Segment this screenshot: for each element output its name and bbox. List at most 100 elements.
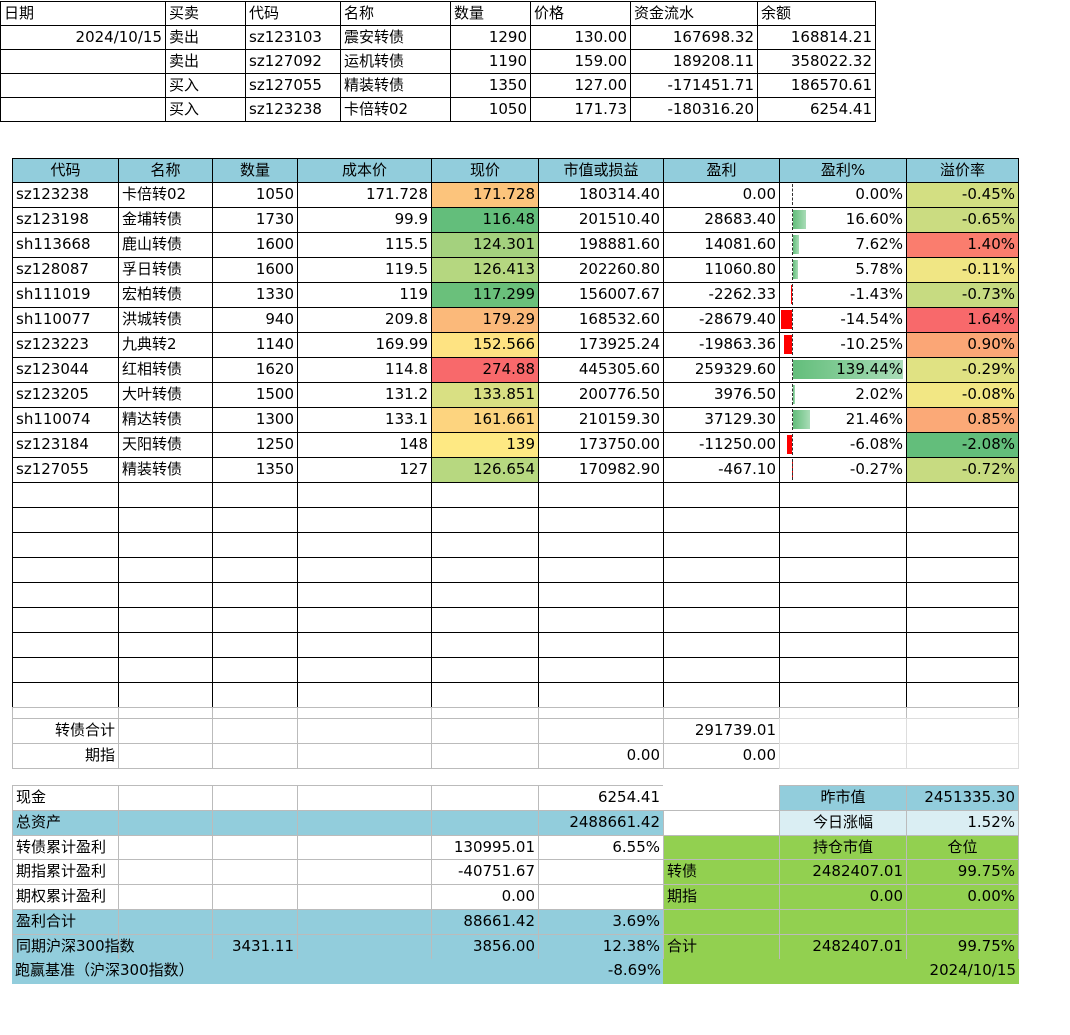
- cell: 卖出: [165, 25, 246, 50]
- cell-text: sz123205: [16, 385, 89, 403]
- cell: [663, 809, 780, 836]
- bar-axis: [792, 434, 793, 455]
- cell-text: 1190: [488, 52, 527, 70]
- cell-text: 卖出: [169, 52, 200, 70]
- cell-text: 99.75%: [957, 936, 1015, 955]
- cell: 跑赢基准（沪深300指数）: [12, 958, 194, 985]
- cell: 159.00: [530, 49, 631, 74]
- cell: 186570.61: [757, 73, 876, 98]
- cell: [0, 73, 166, 98]
- cell: 117.299: [431, 282, 539, 308]
- cell-text: 溢价率: [939, 161, 985, 179]
- cell-text: 202260.80: [578, 260, 660, 278]
- cell: 精达转债: [118, 407, 213, 433]
- cell-text: 代码: [249, 4, 280, 22]
- cell: [12, 682, 119, 708]
- data-bar: [790, 285, 792, 304]
- cell: [118, 682, 213, 708]
- cell: sz123238: [245, 97, 341, 122]
- cell-text: 116.48: [482, 210, 536, 228]
- cell: 99.75%: [906, 859, 1019, 886]
- cell: [297, 785, 432, 811]
- cell: 114.8: [297, 357, 432, 383]
- cell-text: 仓位: [947, 837, 978, 856]
- cell: [297, 682, 432, 708]
- cell-text: 宏柏转债: [122, 285, 183, 303]
- cell-text: 转债: [667, 862, 698, 881]
- cell: [118, 834, 213, 861]
- cell: [118, 532, 213, 558]
- cell: [538, 884, 664, 910]
- cell-text: 119.5: [385, 260, 428, 278]
- cell-text: 1730: [255, 210, 294, 228]
- cell-text: 1600: [255, 260, 294, 278]
- cell-text: 2024/10/15: [929, 960, 1016, 979]
- cell-text: -0.11%: [961, 260, 1015, 278]
- cell: sz127055: [12, 457, 119, 483]
- cell-text: 2482407.01: [812, 862, 903, 881]
- cell: sz123184: [12, 432, 119, 458]
- cell: -28679.40: [663, 307, 780, 333]
- bar-axis: [792, 259, 793, 280]
- cell-text: -11250.00: [699, 435, 776, 453]
- cell-text: 1500: [255, 385, 294, 403]
- cell-text: 1.64%: [967, 310, 1015, 328]
- cell: -40751.67: [431, 859, 539, 886]
- cell: 洪城转债: [118, 307, 213, 333]
- cell: 盈利合计: [12, 909, 119, 935]
- cell: 2024/10/15: [0, 25, 166, 50]
- cell: 孚日转债: [118, 257, 213, 283]
- cell: 买卖: [165, 1, 246, 26]
- cell: 167698.32: [630, 25, 758, 50]
- cell-text: 盈利: [706, 161, 737, 179]
- cell: 152.566: [431, 332, 539, 358]
- cell-text: 盈利合计: [16, 912, 77, 930]
- cell-text: 价格: [534, 4, 565, 22]
- cell: [538, 632, 664, 658]
- cell: 数量: [212, 158, 298, 183]
- cell: 期指: [12, 743, 119, 769]
- cell: 总资产: [12, 809, 119, 836]
- cell: -467.10: [663, 457, 780, 483]
- cell: 0.00: [779, 884, 907, 910]
- cell-text: 1600: [255, 235, 294, 253]
- cell-text: 1.52%: [967, 812, 1015, 831]
- cell-text: 88661.42: [463, 912, 535, 930]
- cell-text: 鹿山转债: [122, 235, 183, 253]
- cell: [779, 909, 907, 935]
- cell: 148: [297, 432, 432, 458]
- cell: 161.661: [431, 407, 539, 433]
- cell: 1050: [450, 97, 531, 122]
- cell-text: 21.46%: [845, 410, 903, 428]
- cell: 溢价率: [906, 158, 1019, 183]
- cell: -8.69%: [538, 958, 664, 985]
- cell: -6.08%: [779, 432, 907, 458]
- cell: [779, 743, 907, 769]
- cell-text: 209.8: [385, 310, 428, 328]
- cell: [12, 657, 119, 683]
- cell: 精装转债: [340, 73, 451, 98]
- cell: 6254.41: [757, 97, 876, 122]
- cell-text: -0.45%: [961, 185, 1015, 203]
- cell: [212, 507, 298, 533]
- cell: [663, 482, 780, 508]
- cell-text: 0.00: [501, 887, 535, 906]
- cell: [212, 632, 298, 658]
- bar-axis: [792, 234, 793, 255]
- cell: 同期沪深300指数: [12, 933, 135, 960]
- cell: -14.54%: [779, 307, 907, 333]
- cell: 2024/10/15: [906, 958, 1019, 985]
- cell-text: 名称: [150, 161, 181, 179]
- cell-text: -0.72%: [961, 460, 1015, 478]
- cell: 1350: [450, 73, 531, 98]
- cell: sz127092: [245, 49, 341, 74]
- cell-text: -1.43%: [849, 285, 903, 303]
- cell-text: 115.5: [385, 235, 428, 253]
- cell: 119.5: [297, 257, 432, 283]
- cell: [431, 809, 539, 836]
- cell: 买入: [165, 73, 246, 98]
- cell: [0, 97, 166, 122]
- cell: [431, 532, 539, 558]
- cell-text: 127.00: [574, 76, 628, 94]
- cell-text: 日期: [4, 4, 35, 22]
